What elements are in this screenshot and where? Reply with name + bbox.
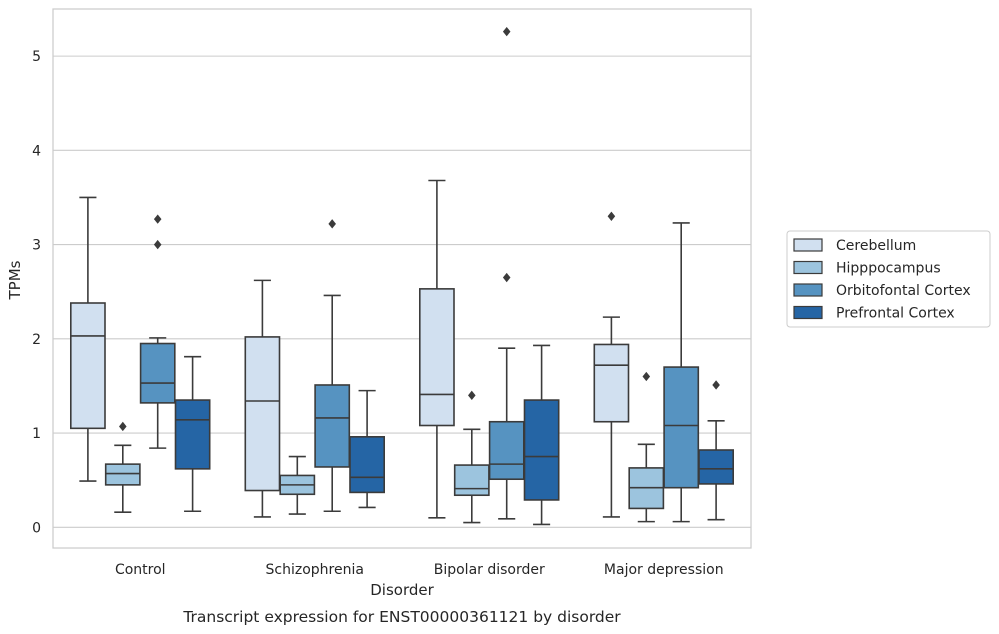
y-tick-label: 5 <box>32 49 41 65</box>
box-plot <box>174 355 211 513</box>
box-plot <box>244 279 281 518</box>
legend-label: Prefrontal Cortex <box>836 306 955 322</box>
iqr-box <box>314 384 351 468</box>
plot-frame <box>52 8 752 549</box>
y-tick-label: 2 <box>32 332 41 348</box>
y-tick-label: 0 <box>32 520 41 536</box>
x-axis-ticks: Control Schizophrenia Bipolar disorder Majo… <box>115 562 724 578</box>
outlier-point <box>607 211 616 221</box>
outlier-point <box>712 380 720 390</box>
iqr-box <box>104 463 141 486</box>
y-axis-ticks: 0 1 2 3 4 5 <box>32 49 41 536</box>
box-plot <box>279 455 316 515</box>
outlier-point <box>502 26 511 37</box>
iqr-box <box>139 342 176 404</box>
box-plot <box>139 214 176 449</box>
y-tick-label: 3 <box>32 238 41 254</box>
box-plot <box>453 390 490 524</box>
box-plot <box>349 389 386 509</box>
box-plot <box>488 26 525 520</box>
legend-label: Hipppocampus <box>836 261 941 277</box>
box-plot <box>698 380 735 521</box>
iqr-box <box>349 436 386 494</box>
outlier-point <box>468 390 476 401</box>
box-plot <box>69 196 106 482</box>
x-axis-label: Disorder <box>370 581 434 599</box>
iqr-box <box>69 302 106 430</box>
iqr-box <box>244 336 281 492</box>
outlier-point <box>153 239 162 250</box>
box-plot <box>104 421 141 513</box>
y-tick-label: 1 <box>32 426 41 442</box>
outlier-point <box>328 219 336 229</box>
x-tick-label: Schizophrenia <box>266 562 364 578</box>
legend-label: Cerebellum <box>836 238 916 254</box>
iqr-box <box>453 464 490 497</box>
x-tick-label: Control <box>115 562 166 578</box>
outlier-point <box>502 272 511 283</box>
legend-label: Orbitofontal Cortex <box>836 283 971 299</box>
legend-swatch <box>793 238 823 252</box>
legend-swatch <box>793 260 823 275</box>
iqr-box <box>593 343 630 423</box>
iqr-box <box>698 449 735 485</box>
gridlines <box>53 55 751 528</box>
box-plot <box>593 211 630 518</box>
iqr-box <box>523 399 560 501</box>
outlier-point <box>119 421 127 432</box>
legend-swatch <box>793 283 823 297</box>
box-plot <box>418 179 455 519</box>
box-plot <box>523 344 560 526</box>
iqr-box <box>488 420 525 481</box>
iqr-box <box>418 288 455 427</box>
box-plot <box>663 222 700 523</box>
legend: Cerebellum Hipppocampus Orbitofontal Corte… <box>786 230 991 328</box>
chart-caption: Transcript expression for ENST0000036112… <box>182 608 621 626</box>
x-tick-label: Major depression <box>604 562 724 578</box>
iqr-box <box>174 399 211 470</box>
outlier-point <box>642 371 651 382</box>
box-plot <box>314 219 351 513</box>
box-plot <box>628 371 665 523</box>
box-plot-area <box>69 26 735 526</box>
outlier-point <box>153 214 162 224</box>
iqr-box <box>663 366 700 489</box>
y-axis-label: TPMs <box>6 260 24 300</box>
x-tick-label: Bipolar disorder <box>434 562 545 578</box>
y-tick-label: 4 <box>32 143 41 159</box>
legend-frame <box>786 230 991 328</box>
legend-swatch <box>793 305 823 320</box>
